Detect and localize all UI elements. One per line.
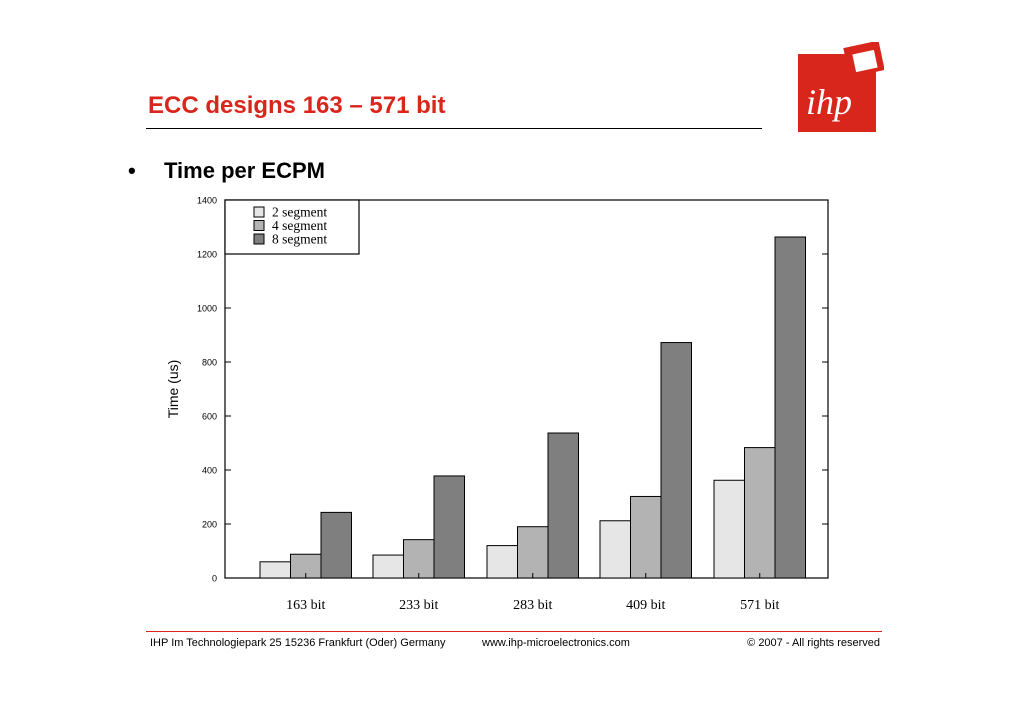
legend-label: 8 segment xyxy=(272,232,327,247)
slide-title: ECC designs 163 – 571 bit xyxy=(148,92,446,119)
bullet-marker: • xyxy=(128,158,136,183)
bullet-text: Time per ECPM xyxy=(164,158,325,183)
bar xyxy=(372,554,404,579)
x-tick-label: 571 bit xyxy=(740,598,779,613)
x-tick-label: 409 bit xyxy=(626,598,665,613)
legend-box xyxy=(224,199,360,255)
bar xyxy=(744,447,776,579)
bar xyxy=(433,475,465,579)
y-tick-label: 600 xyxy=(202,412,217,422)
bar xyxy=(320,511,352,579)
footer-website: www.ihp-microelectronics.com xyxy=(482,637,630,649)
y-tick-label: 1000 xyxy=(197,304,217,314)
legend-swatch xyxy=(253,206,265,218)
legend-label: 4 segment xyxy=(272,218,327,233)
bar xyxy=(259,561,291,579)
bar xyxy=(486,545,518,579)
y-axis-label: Time (us) xyxy=(165,360,181,419)
y-tick-label: 800 xyxy=(202,358,217,368)
bar xyxy=(517,526,549,579)
bar xyxy=(774,236,806,579)
title-divider xyxy=(146,128,762,129)
x-tick-label: 233 bit xyxy=(399,598,438,613)
footer-address: IHP Im Technologiepark 25 15236 Frankfur… xyxy=(150,637,446,649)
bar xyxy=(547,432,579,579)
svg-text:ihp: ihp xyxy=(806,82,852,122)
legend-swatch xyxy=(253,233,265,245)
legend-label: 2 segment xyxy=(272,205,327,220)
x-tick-label: 283 bit xyxy=(513,598,552,613)
bar xyxy=(713,479,745,579)
bar xyxy=(599,520,631,579)
bar xyxy=(660,342,692,579)
y-tick-label: 200 xyxy=(202,520,217,530)
footer-copyright: © 2007 - All rights reserved xyxy=(747,637,880,649)
y-tick-label: 400 xyxy=(202,466,217,476)
y-tick-label: 0 xyxy=(212,574,217,584)
ihp-logo: ihp xyxy=(798,42,884,132)
y-tick-label: 1200 xyxy=(197,250,217,260)
bar xyxy=(403,539,435,579)
y-tick-label: 1400 xyxy=(197,196,217,206)
bar xyxy=(630,495,662,579)
footer-divider xyxy=(146,631,882,632)
legend-swatch xyxy=(253,220,265,231)
x-tick-label: 163 bit xyxy=(286,598,325,613)
